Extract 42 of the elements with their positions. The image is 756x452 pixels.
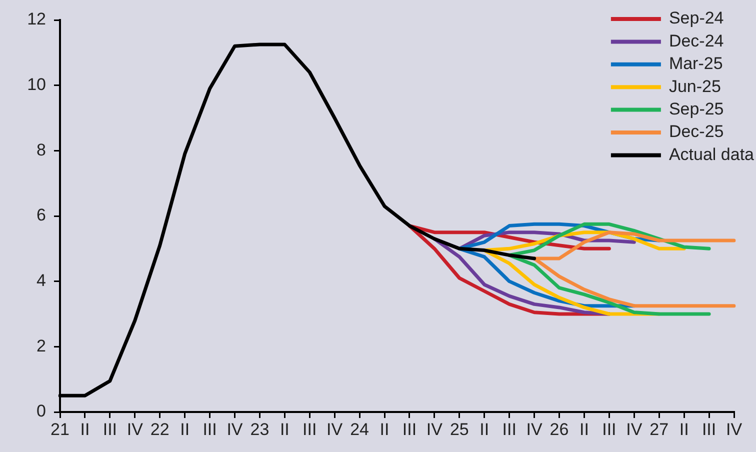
legend-label: Sep-25 — [668, 99, 724, 118]
x-tick-label: II — [180, 420, 190, 439]
x-tick-label: II — [480, 420, 490, 439]
x-tick-label: IV — [526, 420, 543, 439]
legend-label: Jun-25 — [668, 76, 721, 96]
x-tick-label: 24 — [350, 420, 370, 439]
x-tick-label: 23 — [250, 420, 270, 439]
x-tick-label: II — [380, 420, 390, 439]
x-tick-label: II — [579, 420, 589, 439]
x-tick-label: III — [202, 420, 217, 439]
y-tick-label: 4 — [36, 271, 46, 290]
x-tick-label: 25 — [450, 420, 469, 439]
y-tick-label: 0 — [36, 402, 46, 421]
x-tick-label: IV — [326, 420, 344, 439]
legend-label: Dec-24 — [668, 31, 724, 50]
x-tick-label: 27 — [650, 420, 669, 439]
x-tick-label: III — [502, 420, 516, 439]
legend-label: Sep-24 — [668, 8, 724, 28]
x-tick-label: III — [402, 420, 417, 439]
x-tick-label: II — [679, 420, 689, 439]
y-tick-label: 2 — [36, 336, 46, 356]
x-tick-label: III — [102, 420, 118, 439]
x-tick-label: 21 — [50, 420, 70, 439]
x-tick-label: II — [80, 420, 90, 439]
x-tick-label: IV — [126, 420, 144, 439]
y-tick-label: 6 — [36, 206, 46, 225]
x-tick-label: III — [302, 420, 317, 439]
x-tick-label: 26 — [550, 420, 569, 439]
y-tick-label: 12 — [27, 10, 46, 29]
x-tick-label: III — [702, 420, 716, 439]
x-tick-label: IV — [426, 420, 444, 439]
x-tick-label: IV — [226, 420, 244, 439]
legend-label: Mar-25 — [668, 54, 723, 74]
y-tick-label: 10 — [27, 75, 46, 94]
x-tick-label: 22 — [150, 420, 170, 439]
x-tick-label: IV — [726, 420, 743, 439]
legend-label: Actual data — [668, 144, 755, 164]
legend-label: Dec-25 — [668, 122, 724, 142]
y-tick-label: 8 — [36, 140, 46, 160]
x-tick-label: II — [280, 420, 290, 439]
x-tick-label: III — [602, 420, 616, 439]
x-tick-label: IV — [626, 420, 643, 439]
